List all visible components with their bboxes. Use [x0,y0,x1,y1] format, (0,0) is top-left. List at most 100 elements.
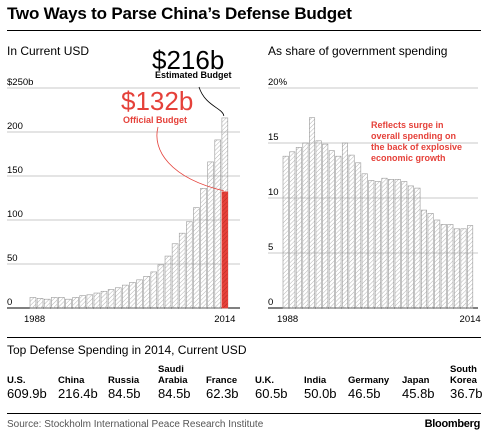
y-tick-label: 15 [268,132,279,143]
bar [460,228,467,309]
country-name: Russia [108,375,140,386]
bar [100,290,108,309]
y-tick-label: 150 [7,165,23,176]
official-budget-value: $132b [121,86,193,116]
bar [43,298,51,309]
bar [421,209,427,309]
bar [136,279,143,309]
bar [29,297,37,309]
bar [129,282,136,309]
bar [214,139,221,309]
bar [374,181,381,309]
bar [295,147,302,309]
country-name: France [206,375,238,386]
share-annotation-line: economic growth [371,153,446,163]
y-tick-label: 0 [268,297,273,308]
country-france: France 62.3b [206,375,239,401]
bar [200,188,207,309]
country-name: Germany [348,375,390,386]
share-annotation: Reflects surge in overall spending on the … [371,120,462,163]
share-annotation-line: Reflects surge in [371,120,444,130]
estimated-budget-value: $216b [152,45,224,75]
y-tick-label: 200 [7,121,23,132]
y-tick-label: $250b [7,77,33,88]
source-note: Source: Stockholm International Peace Re… [7,419,264,430]
y-tick-label: 100 [7,209,23,220]
country-value: 36.7b [450,386,483,401]
bar [282,155,289,309]
bar [79,295,86,309]
bar [86,294,94,309]
country-germany: Germany 46.5b [348,375,389,401]
section-rule [7,337,481,338]
country-value: 50.0b [304,386,337,401]
bar [467,225,474,309]
bar [328,150,335,309]
country-value: 60.5b [255,386,288,401]
bar [122,284,129,309]
bar [51,297,58,309]
bar [355,162,362,309]
official-budget-label: Official Budget [123,115,187,125]
bar [348,154,355,309]
country-value: 62.3b [206,386,239,401]
y-tick-label: 5 [268,242,273,253]
bar [427,213,434,309]
country-india: India 50.0b [304,375,337,401]
country-russia: Russia 84.5b [108,375,141,401]
bar [178,232,186,309]
bar [388,179,395,309]
bar [114,287,122,309]
x-tick-label: 1988 [277,314,298,325]
bar [322,143,329,309]
title-rule [7,30,481,31]
bar [434,219,441,309]
country-name: Saudi Arabia [158,364,188,386]
defense-budget-usd-chart: $250b 200 150 100 50 0 1988 2014 $216bEstimated … [7,45,240,325]
country-value: 45.8b [402,386,435,401]
bar [36,298,44,309]
country-saudi-arabia: Saudi Arabia 84.5b [158,364,191,401]
x-tick-label: 1988 [24,314,45,325]
bar [150,271,158,309]
estimated-connector [198,86,225,117]
country-south-korea: South Korea 36.7b [450,364,483,401]
y-tick-label: 0 [7,297,12,308]
y-tick-label: 50 [7,253,18,264]
x-tick-label: 2014 [214,314,235,325]
country-name: India [304,375,327,386]
country-china: China 216.4b [58,375,98,401]
country-value: 216.4b [58,386,98,401]
country-japan: Japan 45.8b [402,375,435,401]
bar [361,173,368,309]
bar [107,289,115,309]
footer-rule [7,413,481,414]
share-annotation-line: overall spending on [371,131,456,141]
country-value: 609.9b [7,386,47,401]
country-spending-list: U.S. 609.9b China 216.4b Russia 84.5b Sa… [7,359,483,401]
bar [207,161,214,309]
country-name: China [58,375,85,386]
bar [447,224,454,309]
bar [315,140,322,309]
bar [72,297,79,309]
bar [58,297,65,309]
bar [302,142,309,309]
bar [341,142,348,309]
bar [309,117,316,309]
bar [93,292,101,309]
bar [186,221,193,309]
country-name: Japan [402,375,430,386]
country-name: U.S. [7,375,26,386]
y-tick-label: 20% [268,77,288,88]
country-value: 84.5b [108,386,141,401]
right-chart-subtitle: As share of government spending [268,44,448,58]
official-connector [156,126,224,192]
bar [157,264,165,309]
bar [381,177,388,309]
y-tick-label: 10 [268,187,279,198]
bar [193,207,200,309]
defense-share-chart: 20% 15 10 5 0 1988 2014 Reflects surge in overal… [268,77,481,325]
bloomberg-logo: Bloomberg [424,418,481,430]
bar [335,155,342,309]
